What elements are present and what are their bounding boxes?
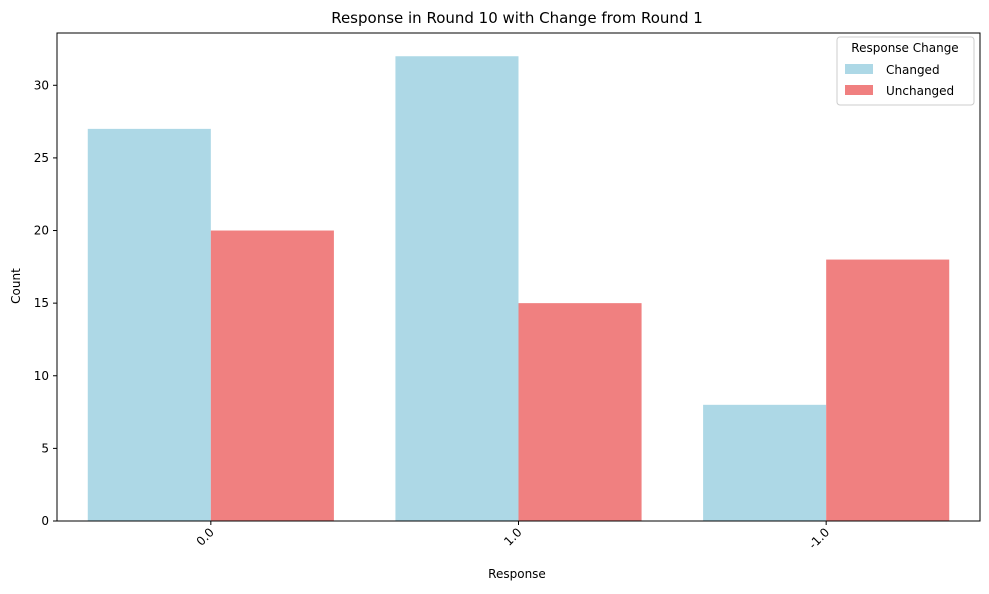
x-axis-label: Response (488, 567, 546, 581)
bar-unchanged-0 (210, 230, 334, 521)
legend: Response Change Changed Unchanged (836, 36, 975, 106)
y-tick-label: 5 (41, 441, 49, 455)
legend-swatch-unchanged (845, 85, 873, 95)
x-tick-label: 1.0 (501, 525, 524, 548)
bar-changed-2 (703, 404, 827, 521)
y-tick-label: 30 (34, 78, 49, 92)
y-tick-label: 20 (34, 224, 49, 238)
chart-title: Response in Round 10 with Change from Ro… (331, 9, 703, 27)
legend-swatch-changed (845, 64, 873, 74)
bar-changed-0 (87, 128, 211, 522)
plot-area: 0 5 10 15 20 25 30 0.0 1.0 -1.0 (34, 32, 981, 552)
x-tick-label: 0.0 (194, 525, 217, 548)
bar-changed-1 (395, 56, 519, 522)
y-tick-label: 15 (34, 296, 49, 310)
y-tick-label: 10 (34, 369, 49, 383)
bar-unchanged-1 (518, 303, 642, 521)
y-axis-label: Count (9, 268, 23, 304)
y-tick-label: 25 (34, 151, 49, 165)
y-tick-label: 0 (41, 514, 49, 528)
legend-label-unchanged: Unchanged (886, 84, 954, 98)
legend-title: Response Change (851, 41, 958, 55)
bar-unchanged-2 (826, 259, 950, 521)
legend-items: Changed Unchanged (845, 63, 954, 98)
legend-label-changed: Changed (886, 63, 940, 77)
x-tick-label: -1.0 (806, 525, 832, 551)
